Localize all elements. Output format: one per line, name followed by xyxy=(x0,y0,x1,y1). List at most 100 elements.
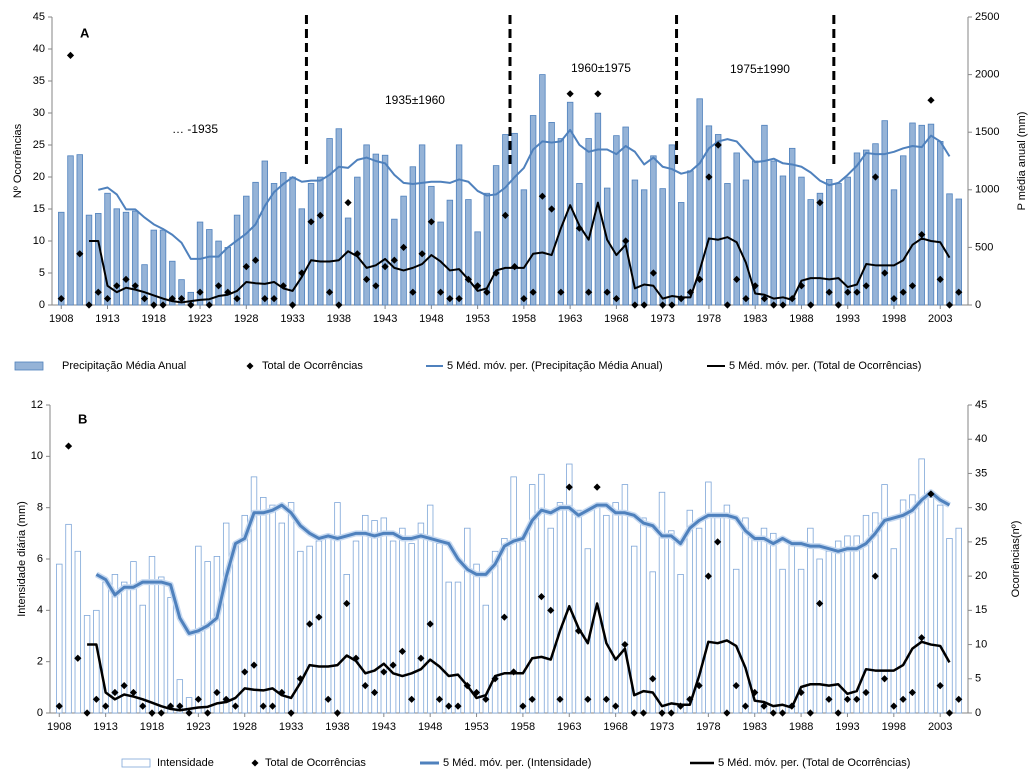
marker xyxy=(807,301,815,309)
marker xyxy=(224,288,232,296)
y2-tick-label: 500 xyxy=(975,241,993,253)
y2-axis-title: P média anual (mm) xyxy=(1016,112,1028,211)
marker xyxy=(122,275,130,283)
marker xyxy=(639,709,648,717)
x-tick-label: 1933 xyxy=(280,313,304,325)
marker xyxy=(242,263,250,271)
marker xyxy=(733,275,741,283)
bar xyxy=(528,484,536,714)
legend-label: 5 Méd. móv. per. (Total de Ocorrências) xyxy=(729,360,921,372)
bar xyxy=(742,179,750,306)
marker xyxy=(834,709,842,717)
annotation: … -1935 xyxy=(172,122,218,136)
marker xyxy=(372,282,380,290)
bar xyxy=(640,517,647,714)
y2-tick-label: 1000 xyxy=(975,184,999,196)
marker xyxy=(213,688,221,697)
marker xyxy=(908,688,916,697)
marker xyxy=(76,250,84,258)
x-tick-label: 1938 xyxy=(325,721,349,733)
marker xyxy=(548,205,556,213)
marker xyxy=(381,263,389,271)
x-tick-label: 1978 xyxy=(697,313,721,325)
bar xyxy=(936,504,944,714)
legend-label: Precipitação Média Anual xyxy=(62,360,186,372)
marker xyxy=(723,301,732,309)
marker xyxy=(464,275,472,283)
bar xyxy=(585,138,592,306)
marker xyxy=(556,695,564,703)
x-tick-label: 1973 xyxy=(650,313,674,325)
bar xyxy=(111,574,119,714)
marker xyxy=(621,640,629,649)
marker xyxy=(945,709,954,717)
bar xyxy=(362,514,369,714)
bar xyxy=(872,512,879,714)
marker xyxy=(714,538,722,546)
bar xyxy=(335,128,343,306)
marker xyxy=(472,688,481,697)
x-tick-label: 1913 xyxy=(93,721,117,733)
marker xyxy=(214,282,223,290)
marker xyxy=(159,301,167,309)
bar xyxy=(58,211,65,306)
x-tick-label: 1913 xyxy=(95,313,119,325)
marker xyxy=(890,702,898,710)
marker xyxy=(139,702,147,710)
marker xyxy=(825,288,833,296)
marker xyxy=(120,682,128,690)
bar xyxy=(389,540,397,714)
x-tick-label: 1998 xyxy=(882,313,906,325)
y2-tick-label: 2000 xyxy=(975,69,999,81)
marker xyxy=(622,237,630,245)
bar xyxy=(927,496,935,714)
bar xyxy=(158,576,165,714)
marker xyxy=(268,702,277,710)
chart-panel: 0 2 4 6 8 10 12 0 5 10 15 20 25 30 35 40 45 1908 1913 1918 1… xyxy=(16,399,1022,769)
marker xyxy=(834,301,843,309)
marker xyxy=(325,288,334,296)
bar xyxy=(668,530,675,714)
bar xyxy=(519,540,527,714)
marker xyxy=(233,295,241,303)
bar xyxy=(215,240,222,306)
marker xyxy=(111,688,119,697)
bar xyxy=(343,574,350,714)
bar xyxy=(491,550,499,714)
marker xyxy=(696,275,704,283)
marker xyxy=(511,263,519,271)
marker xyxy=(324,695,332,703)
bar xyxy=(372,153,380,306)
marker xyxy=(278,688,286,697)
marker xyxy=(806,709,814,717)
marker xyxy=(585,288,593,296)
bar xyxy=(835,183,842,306)
x-tick-label: 1923 xyxy=(186,721,210,733)
bar xyxy=(695,527,703,714)
bar xyxy=(900,155,907,306)
bar xyxy=(261,160,269,306)
bar xyxy=(141,264,148,306)
bar xyxy=(613,135,620,306)
bar xyxy=(297,550,304,714)
x-tick-label: 1938 xyxy=(327,313,351,325)
marker xyxy=(871,572,879,580)
bar xyxy=(714,134,722,306)
marker xyxy=(547,606,555,614)
x-tick-label: 1983 xyxy=(742,721,766,733)
bar xyxy=(287,502,295,714)
bar xyxy=(696,98,703,306)
marker xyxy=(649,675,657,683)
bar xyxy=(603,514,610,714)
marker xyxy=(816,199,824,207)
bar xyxy=(955,527,962,714)
bar xyxy=(733,152,740,306)
x-tick-label: 1918 xyxy=(142,313,166,325)
annotation: A xyxy=(80,25,90,40)
bar xyxy=(844,535,851,714)
x-tick-label: 1943 xyxy=(373,313,397,325)
y-axis-title: Intensidade diária (mm) xyxy=(16,501,28,617)
bar xyxy=(204,561,211,714)
marker xyxy=(927,96,935,104)
